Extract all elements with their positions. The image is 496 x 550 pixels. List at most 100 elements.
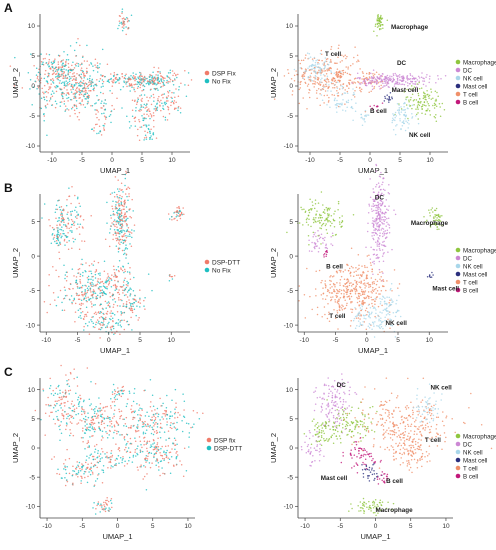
cell-point — [68, 287, 70, 290]
cell-point — [339, 223, 341, 225]
cell-point — [42, 113, 45, 116]
cell-point — [383, 212, 385, 215]
cell-point — [100, 107, 102, 109]
cell-point — [133, 387, 136, 390]
cell-point — [387, 86, 390, 88]
cell-point — [112, 238, 114, 241]
cell-point — [61, 70, 64, 73]
cell-point — [344, 110, 347, 112]
cell-point — [99, 272, 101, 274]
cell-point — [58, 384, 60, 387]
cell-point — [354, 290, 357, 293]
cell-point — [120, 268, 122, 271]
cell-point — [63, 87, 66, 89]
cell-point — [141, 114, 143, 117]
cell-point — [122, 17, 125, 19]
cell-point — [408, 99, 410, 101]
cell-point — [370, 277, 373, 279]
cell-point — [328, 220, 330, 222]
cell-point — [380, 275, 382, 278]
cell-point — [382, 177, 384, 180]
cell-point — [50, 61, 53, 63]
cell-point — [125, 219, 127, 222]
cell-point — [336, 90, 338, 92]
cell-point — [324, 246, 327, 249]
cell-point — [137, 85, 140, 88]
cell-point — [324, 313, 326, 316]
cell-point — [122, 229, 124, 231]
cell-point — [314, 67, 316, 70]
cell-point — [157, 82, 160, 85]
cell-point — [176, 450, 178, 453]
cell-point — [63, 238, 66, 241]
cell-point — [121, 17, 124, 20]
cell-point — [373, 282, 376, 285]
cell-point — [320, 294, 323, 296]
cell-point — [118, 79, 120, 81]
cell-point — [54, 392, 57, 395]
cell-point — [76, 116, 79, 118]
cell-point — [117, 324, 119, 326]
cell-point — [146, 447, 148, 450]
cell-point — [124, 213, 126, 215]
cell-point — [353, 317, 356, 320]
cell-point — [170, 422, 172, 424]
cell-point — [396, 102, 399, 105]
cell-point — [127, 199, 129, 201]
cell-point — [171, 415, 174, 417]
cell-point — [375, 79, 378, 82]
cell-point — [63, 84, 66, 87]
cell-point — [117, 242, 120, 244]
cell-point — [80, 311, 82, 314]
cell-point — [356, 290, 358, 292]
cell-point — [139, 414, 141, 416]
cell-point — [356, 315, 358, 317]
cell-point — [321, 99, 324, 102]
cell-point — [88, 81, 90, 84]
cell-point — [75, 413, 77, 416]
cell-point — [137, 426, 139, 428]
cell-point — [173, 92, 175, 94]
cell-point — [56, 230, 59, 233]
cell-point — [154, 453, 156, 455]
cell-point — [66, 294, 68, 297]
cell-point — [347, 278, 349, 281]
cell-point — [118, 196, 121, 199]
cell-point — [95, 405, 97, 408]
cell-point — [78, 82, 80, 85]
cell-point — [167, 461, 170, 464]
cell-point — [141, 450, 144, 453]
cell-point — [130, 404, 133, 407]
cell-point — [387, 310, 389, 312]
cell-point — [322, 63, 324, 65]
cell-point — [385, 199, 388, 201]
cell-point — [95, 295, 98, 298]
cell-point — [97, 287, 100, 289]
cell-point — [312, 64, 315, 67]
cell-point — [314, 81, 317, 83]
cell-point — [353, 93, 356, 96]
cell-point — [99, 410, 101, 413]
cell-point — [139, 86, 141, 89]
cell-point — [322, 287, 324, 289]
cell-point — [370, 246, 372, 249]
cell-point — [97, 449, 99, 452]
cell-point — [99, 402, 102, 405]
cell-point — [168, 90, 171, 92]
cell-point — [171, 100, 174, 102]
cell-point — [99, 274, 101, 276]
x-tick-label: 5 — [138, 337, 142, 344]
cell-point — [324, 85, 326, 88]
cell-point — [59, 214, 62, 216]
cell-point — [115, 420, 118, 423]
cell-point — [422, 97, 425, 100]
cell-point — [347, 68, 349, 70]
cell-point — [368, 76, 371, 78]
cell-point — [336, 92, 339, 95]
cell-point — [336, 94, 339, 97]
cell-point — [156, 87, 158, 90]
cell-point — [109, 228, 112, 230]
cell-point — [360, 282, 362, 285]
cell-point — [100, 286, 102, 288]
